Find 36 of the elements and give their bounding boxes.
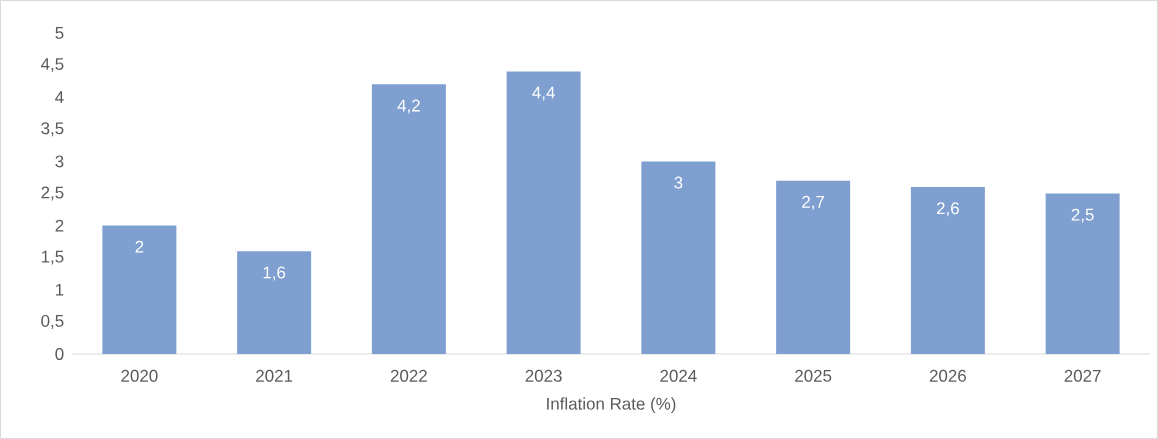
bar — [1045, 193, 1120, 354]
x-tick-label: 2025 — [795, 369, 832, 382]
y-tick-label: 1,5 — [41, 250, 64, 265]
data-label: 1,6 — [263, 266, 286, 281]
y-tick-label: 1 — [56, 283, 64, 296]
x-axis-title: Inflation Rate (%) — [547, 397, 676, 414]
y-tick-label: 4,5 — [41, 58, 64, 73]
y-tick-label: 5 — [55, 27, 64, 39]
y-tick-label: 2 — [55, 219, 64, 232]
bar — [371, 84, 446, 354]
y-tick-label: 2,5 — [41, 186, 64, 201]
y-tick-label: 3 — [55, 155, 64, 168]
data-label: 4,2 — [397, 99, 420, 114]
bar — [102, 225, 177, 354]
x-tick-label: 2024 — [660, 369, 697, 382]
bar — [237, 251, 312, 354]
x-tick-label: 2021 — [256, 369, 293, 382]
data-label: 2,5 — [1071, 208, 1094, 223]
data-label: 2,7 — [802, 195, 825, 210]
data-label: 2,6 — [936, 202, 959, 217]
y-tick-label: 0,5 — [41, 314, 64, 329]
data-label: 4,4 — [532, 86, 555, 101]
bar — [506, 71, 581, 354]
data-label: 3 — [674, 176, 683, 189]
x-tick-label: 2023 — [525, 369, 562, 382]
y-tick-label: 3,5 — [41, 122, 64, 137]
x-tick-label: 2026 — [929, 369, 966, 382]
bar — [776, 180, 851, 354]
y-tick-label: 0 — [55, 347, 64, 360]
bar — [910, 187, 985, 354]
x-tick-label: 2027 — [1064, 369, 1101, 382]
y-tick-label: 4 — [55, 91, 64, 104]
x-tick-label: 2020 — [121, 369, 158, 382]
x-tick-label: 2022 — [390, 369, 427, 382]
data-label: 2 — [135, 240, 144, 253]
bar — [641, 161, 716, 354]
